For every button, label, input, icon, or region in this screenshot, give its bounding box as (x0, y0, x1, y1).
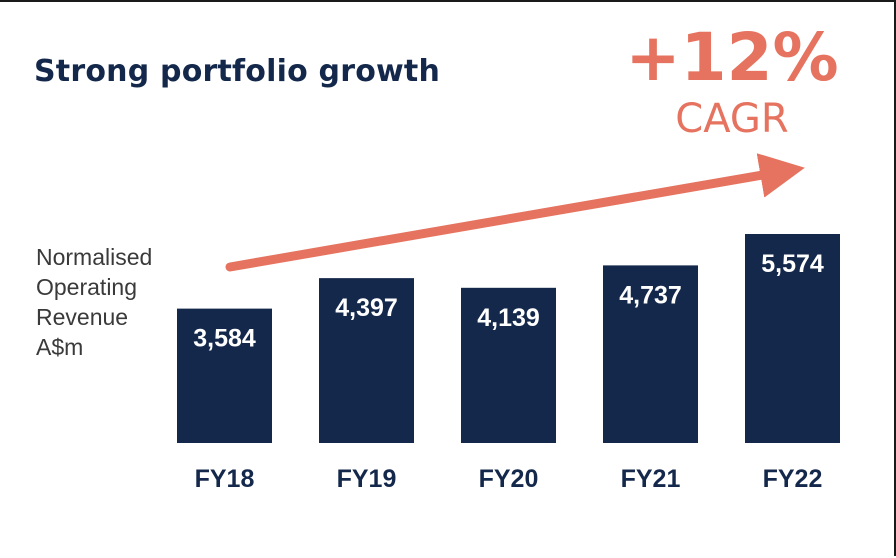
bar-fy19 (319, 278, 414, 443)
x-tick-label: FY19 (337, 465, 397, 493)
bar-value-label: 4,397 (335, 294, 398, 322)
x-tick-label: FY21 (621, 465, 681, 493)
y-axis-label-line: Revenue (36, 304, 129, 330)
bar-fy18 (177, 308, 272, 443)
bar-fy21 (603, 265, 698, 443)
bar-value-label: 3,584 (193, 325, 256, 353)
bar-value-label: 4,139 (477, 304, 540, 332)
bar-fy22 (745, 234, 840, 443)
x-tick-label: FY20 (479, 465, 539, 493)
cagr-label: CAGR (675, 96, 789, 142)
x-tick-label: FY22 (763, 465, 823, 493)
x-tick-label: FY18 (195, 465, 255, 493)
bar-value-label: 5,574 (761, 250, 824, 278)
chart-title: Strong portfolio growth (34, 54, 441, 89)
bar-fy20 (461, 287, 556, 443)
bar-value-label: 4,737 (619, 281, 682, 309)
y-axis-label: Normalised Operating Revenue A$m (36, 242, 152, 362)
cagr-value: +12% (625, 19, 839, 96)
growth-trend-arrow (225, 153, 805, 272)
y-axis-label-line: Operating (36, 274, 138, 300)
y-axis-label-line: A$m (36, 334, 84, 360)
y-axis-label-line: Normalised (36, 244, 153, 270)
